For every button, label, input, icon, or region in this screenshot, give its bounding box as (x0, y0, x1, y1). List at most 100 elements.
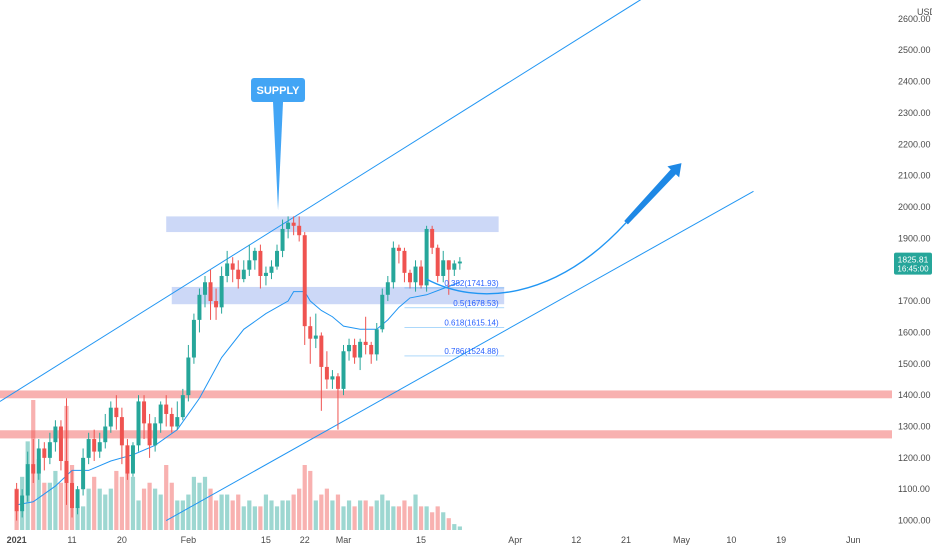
candle (413, 260, 418, 292)
volume-bar (263, 494, 269, 530)
candle (330, 370, 335, 389)
volume-bar (92, 476, 97, 530)
candle-body (136, 401, 141, 446)
fib-level-label: 0.618(1615.14) (444, 319, 499, 328)
candle-body (125, 445, 130, 474)
currency-label: USDT (917, 7, 932, 17)
projection-arrowhead (624, 163, 682, 225)
volume-bar (47, 482, 52, 530)
date-tick-label: 21 (621, 535, 631, 545)
price-tick-label: 1400.00 (898, 390, 931, 400)
candle-body (313, 335, 318, 339)
volume-bar (380, 494, 385, 530)
candle (130, 442, 135, 477)
candle-body (119, 417, 124, 446)
volume-bar (324, 488, 329, 530)
candle-body (214, 301, 219, 308)
volume-bar (258, 506, 263, 530)
volume-bar (313, 500, 318, 530)
candle (158, 401, 163, 433)
price-tick-label: 2200.00 (898, 139, 931, 149)
candle-body (330, 376, 335, 380)
candle-body (186, 357, 191, 396)
candle-body (402, 250, 407, 273)
candle (341, 344, 346, 396)
price-tick-label: 2300.00 (898, 108, 931, 118)
candle-body (258, 250, 263, 276)
volume-bar (241, 506, 246, 530)
candle (153, 417, 158, 452)
volume-bar (86, 488, 91, 530)
candle-body (130, 445, 135, 474)
candle (369, 341, 374, 364)
candle-body (352, 344, 357, 358)
candle-body (275, 250, 280, 267)
price-tick-label: 2400.00 (898, 77, 931, 87)
candle (202, 275, 207, 308)
candle-body (319, 335, 324, 367)
volume-bar (75, 506, 80, 530)
candle (308, 316, 313, 364)
candle (457, 257, 462, 270)
volume-bar (285, 500, 291, 530)
candle-body (92, 439, 97, 452)
candle (280, 219, 285, 258)
volume-bar (252, 506, 257, 530)
candle (119, 407, 124, 465)
candle-body (114, 407, 119, 418)
date-tick-label: 22 (300, 535, 310, 545)
candle-body (180, 395, 185, 418)
volume-bar (341, 506, 346, 530)
candle (402, 247, 407, 283)
volume-bar (169, 482, 174, 530)
candle (164, 395, 169, 427)
price-tick-label: 2600.00 (898, 14, 931, 24)
volume-bar (352, 506, 357, 530)
candle-body (230, 263, 235, 270)
volume-bar (191, 476, 197, 530)
candle-body (286, 222, 291, 229)
candle (302, 232, 307, 345)
candle (31, 439, 36, 483)
supply-callout-label: SUPPLY (257, 85, 301, 97)
candle-body (53, 426, 58, 443)
supply-zone (166, 216, 499, 233)
candle-body (25, 464, 30, 496)
volume-bar (42, 482, 47, 530)
candle-body (430, 228, 435, 248)
projection-arrow (624, 163, 682, 225)
price-axis: 1000.00 1100.00 1200.00 1300.00 1400.00 1500.… (894, 7, 932, 526)
candle-body (407, 272, 412, 283)
volume-bar (452, 524, 457, 530)
candle-body (202, 282, 207, 295)
candle-body (191, 319, 196, 358)
candle (175, 401, 180, 430)
price-tick-label: 2500.00 (898, 45, 931, 55)
projection-curve (426, 222, 627, 295)
candle (352, 338, 357, 364)
volume-bar (197, 482, 202, 530)
volume-bar (346, 500, 352, 530)
volume-bar (430, 512, 435, 530)
volume-bar (103, 494, 108, 530)
candle-body (358, 341, 363, 358)
candle-body (374, 329, 379, 355)
candle (380, 288, 385, 333)
candle (247, 244, 252, 276)
resistance-zone (0, 390, 892, 399)
volume-bar (53, 470, 58, 530)
candle-body (97, 442, 102, 452)
candle-body (452, 263, 457, 270)
countdown-value: 16:45:00 (897, 265, 929, 274)
candle-body (280, 228, 285, 251)
candle (186, 344, 191, 402)
date-tick-label: 19 (776, 535, 786, 545)
volume-bar (147, 482, 152, 530)
volume-bar (208, 488, 213, 530)
supply-callout: SUPPLY (251, 78, 306, 211)
candle-body (103, 426, 108, 443)
candle (230, 257, 235, 283)
